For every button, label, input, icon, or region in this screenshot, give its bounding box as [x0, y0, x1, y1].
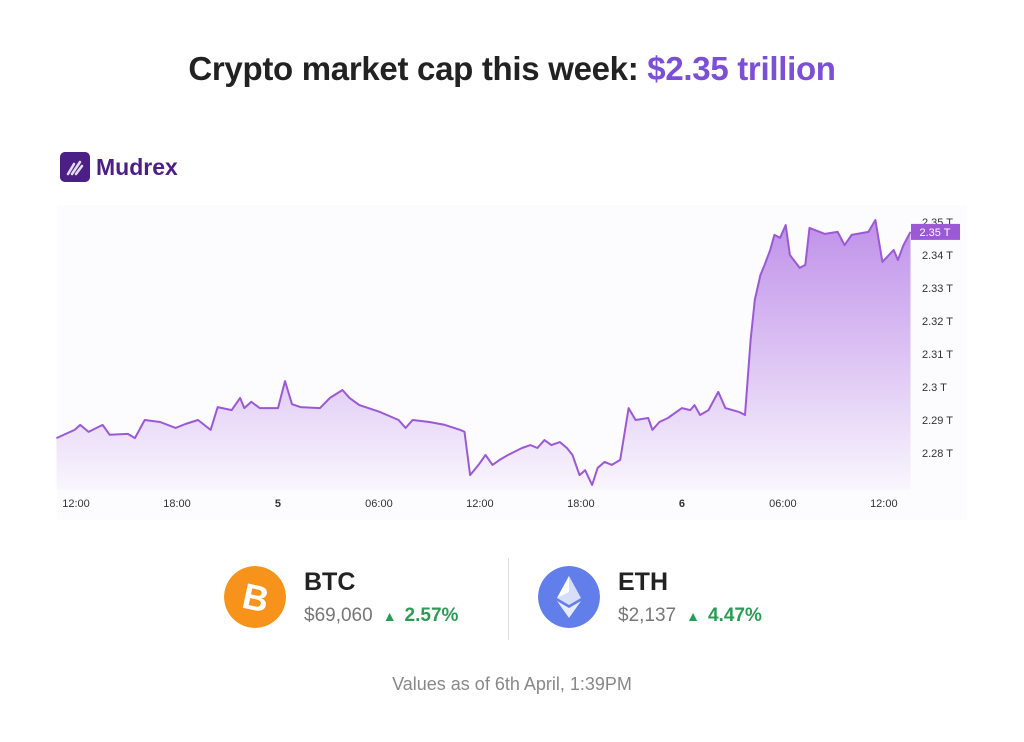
y-tick-label: 2.29 T — [922, 415, 953, 427]
x-tick-label: 5 — [275, 498, 281, 510]
page-title: Crypto market cap this week: $2.35 trill… — [0, 50, 1024, 88]
coin-price: $2,137 — [618, 604, 677, 626]
market-cap-chart: 12:00 18:00 5 06:00 12:00 18:00 6 06:00 12:00 2.… — [55, 205, 967, 520]
x-tick-label: 12:00 — [62, 498, 90, 510]
ethereum-icon — [538, 566, 600, 628]
x-tick-label: 18:00 — [567, 498, 595, 510]
divider — [508, 558, 509, 640]
coin-eth: ETH $2,137 ▲ 4.47% — [538, 566, 762, 628]
coin-btc: B BTC $69,060 ▲ 2.57% — [224, 566, 458, 628]
mudrex-logo-icon — [60, 152, 90, 182]
up-arrow-icon: ▲ — [382, 607, 397, 624]
x-tick-label: 06:00 — [769, 498, 797, 510]
series-line — [55, 219, 912, 486]
current-value-badge: 2.35 T — [911, 223, 960, 240]
bitcoin-icon: B — [224, 566, 286, 628]
x-tick-label: 12:00 — [870, 498, 898, 510]
coin-change: 2.57% — [404, 604, 459, 626]
brand-logo: Mudrex — [60, 152, 178, 182]
y-tick-label: 2.33 T — [922, 283, 953, 295]
x-tick-label: 12:00 — [466, 498, 494, 510]
y-tick-label: 2.28 T — [922, 448, 953, 460]
coin-price: $69,060 — [304, 604, 373, 626]
brand-name: Mudrex — [96, 153, 178, 180]
y-tick-label: 2.32 T — [922, 316, 953, 328]
footer-note: Values as of 6th April, 1:39PM — [392, 674, 632, 694]
area-fill — [56, 220, 911, 490]
title-prefix: Crypto market cap this week: — [188, 50, 648, 87]
x-tick-label: 06:00 — [365, 498, 393, 510]
y-tick-label: 2.34 T — [922, 250, 953, 262]
coin-symbol: ETH — [618, 567, 668, 596]
coin-change: 4.47% — [707, 604, 762, 626]
y-tick-label: 2.31 T — [922, 349, 953, 361]
x-tick-label: 18:00 — [163, 498, 191, 510]
x-tick-label: 6 — [679, 498, 685, 510]
coin-symbol: BTC — [304, 567, 356, 596]
up-arrow-icon: ▲ — [686, 607, 700, 624]
y-tick-label: 2.3 T — [922, 382, 947, 394]
title-value: $2.35 trillion — [647, 50, 836, 87]
current-value-label: 2.35 T — [920, 227, 951, 239]
